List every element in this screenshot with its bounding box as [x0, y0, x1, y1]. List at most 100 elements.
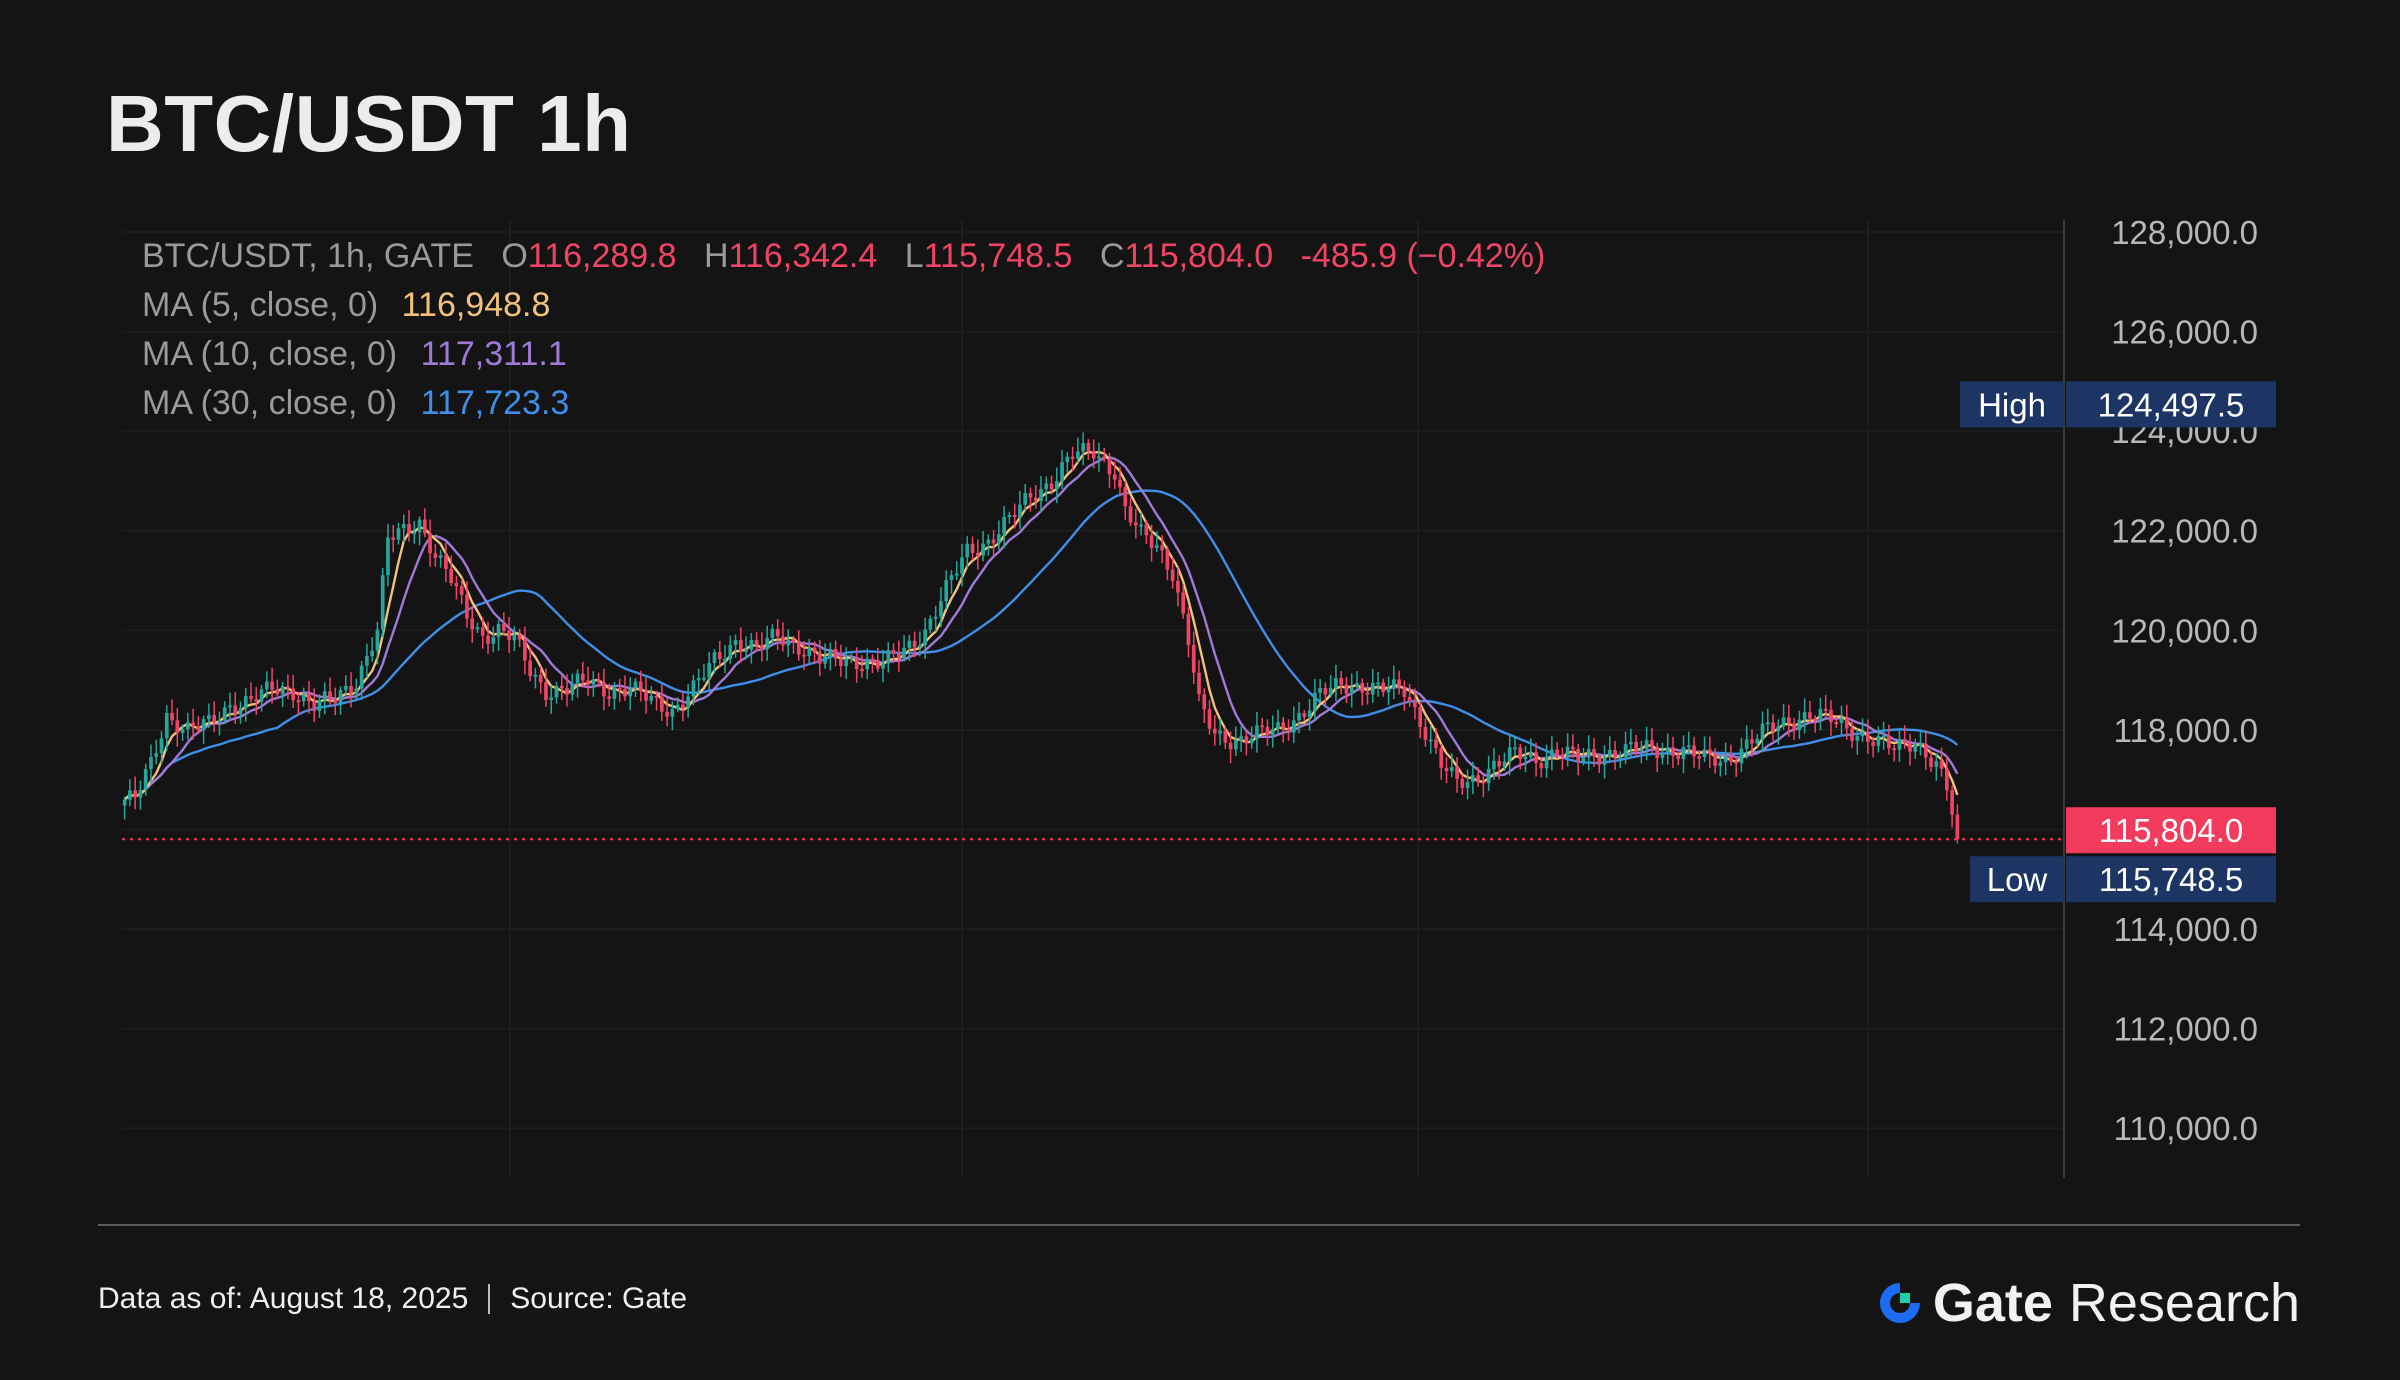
candle-body [812, 647, 817, 653]
candle-body [617, 687, 622, 690]
candle-body [1112, 474, 1117, 480]
candle-body [1808, 712, 1812, 719]
candle-body [1249, 738, 1254, 744]
candle-body [1218, 730, 1222, 734]
candle-body [1897, 739, 1902, 750]
candle-body [444, 555, 448, 569]
high-tag-bg [1960, 381, 2064, 428]
candle-body [1781, 717, 1786, 727]
ma30-row: MA (30, close, 0) 117,723.3 [142, 379, 1549, 428]
candle-body [149, 757, 153, 770]
candle-body [975, 552, 980, 556]
candle-body [1755, 738, 1760, 744]
legend-open-label: O [501, 237, 528, 275]
candle-body [1497, 760, 1502, 767]
candle-body [1860, 731, 1865, 737]
candle-body [1339, 678, 1344, 685]
low-tag: Low [1987, 861, 2048, 898]
candle-body [1629, 741, 1633, 745]
candle-body [201, 719, 206, 731]
candle-body [1033, 497, 1038, 502]
low-value-label: 115,748.5 [2099, 861, 2243, 898]
candle-body [1439, 747, 1444, 768]
candle-body [665, 711, 669, 717]
candle-body [322, 691, 327, 701]
candle-body [365, 655, 369, 666]
candle-body [1407, 696, 1412, 702]
candle-body [512, 634, 517, 641]
candle-body [1581, 757, 1586, 762]
candle-body [654, 695, 659, 698]
candle-body [738, 640, 743, 652]
candle-body [1207, 709, 1212, 729]
candle-body [1681, 747, 1686, 760]
price-markers: 124,497.5 High 115,804.0 115,748.5 Low [122, 381, 2276, 903]
candle-body [1402, 686, 1407, 697]
candle-body [644, 691, 648, 701]
candle-body [1107, 458, 1112, 475]
candle-body [828, 648, 833, 657]
candle-body [1528, 752, 1533, 757]
candle-body [1486, 768, 1491, 784]
chart-grid [122, 220, 2064, 1178]
candle-body [1471, 775, 1475, 782]
candle-body [1054, 481, 1059, 490]
candle-body [538, 674, 543, 683]
candle-body [1939, 761, 1944, 769]
candle-body [796, 641, 801, 655]
candle-body [259, 689, 264, 702]
candle-body [1518, 747, 1523, 760]
candle-body [438, 555, 443, 558]
candle-body [1165, 550, 1170, 570]
candle-body [728, 644, 733, 660]
candle-body [696, 678, 701, 681]
candle-body [128, 790, 132, 800]
candle-body [1297, 713, 1301, 721]
candle-body [1565, 746, 1570, 757]
candle-body [918, 645, 922, 648]
candle-body [212, 715, 217, 723]
candle-body [317, 700, 322, 711]
candle-body [1223, 730, 1228, 743]
candle-body [628, 688, 633, 697]
candle-body [1091, 451, 1096, 459]
candle-body [1818, 708, 1823, 720]
candle-body [1776, 726, 1781, 732]
candle-body [1160, 545, 1164, 551]
candle-body [823, 656, 827, 664]
candle-body [1076, 451, 1080, 459]
candle-body [1139, 524, 1143, 527]
candle-body [1234, 740, 1238, 750]
y-tick-label: 114,000.0 [2114, 911, 2258, 948]
candle-body [1291, 720, 1296, 733]
candle-body [1355, 683, 1359, 687]
candle-body [891, 650, 896, 654]
candle-body [1302, 713, 1307, 718]
candle-body [849, 657, 854, 660]
candle-body [1386, 688, 1391, 693]
legend-high: 116,342.4 [728, 237, 878, 275]
ma30-value: 117,723.3 [420, 384, 570, 422]
candle-body [1123, 487, 1128, 507]
candle-body [1144, 524, 1149, 536]
candle-body [238, 708, 243, 715]
candle-body [1507, 747, 1512, 762]
candle-body [1392, 679, 1396, 689]
candle-body [923, 629, 927, 646]
candle-body [686, 696, 690, 708]
ma5-row: MA (5, close, 0) 116,948.8 [142, 281, 1549, 330]
candle-body [1049, 483, 1054, 490]
candle-body [154, 753, 159, 758]
chart-legend: BTC/USDT, 1h, GATE O116,289.8 H116,342.4… [142, 232, 1549, 428]
candle-body [1586, 749, 1591, 758]
candle-body [523, 639, 527, 661]
candle-body [833, 648, 838, 659]
candle-body [1281, 722, 1286, 729]
candle-body [412, 532, 417, 535]
candle-body [122, 799, 127, 806]
candle-body [623, 689, 627, 697]
candle-body [328, 691, 332, 700]
candle-body [1792, 723, 1796, 731]
candle-body [912, 640, 917, 648]
